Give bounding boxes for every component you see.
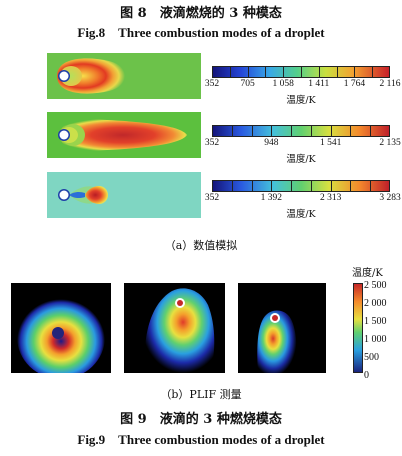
colorbar-1-tick-labels: 352 705 1 058 1 411 1 764 2 116 xyxy=(192,79,402,91)
colorbar-3 xyxy=(212,180,390,192)
colorbar-2-tick xyxy=(370,125,372,137)
colorbar-2-ticks xyxy=(212,125,390,137)
colorbar-1-tick xyxy=(247,66,249,78)
colorbar-3-ticks xyxy=(212,180,390,192)
colorbar-1-tick xyxy=(301,66,302,78)
colorbar-2-tick xyxy=(271,125,273,137)
simulation-panel-3 xyxy=(47,172,201,218)
colorbar-1-tick-label: 2 116 xyxy=(379,79,401,89)
colorbar-1-tick-label: 1 411 xyxy=(308,79,330,89)
colorbar-1-tick xyxy=(229,66,231,78)
colorbar-3-tick xyxy=(271,180,273,192)
simulation-panel-2 xyxy=(47,112,201,158)
colorbar-1-tick-label: 705 xyxy=(240,79,255,89)
colorbar-3-tick-label: 2 313 xyxy=(319,193,342,203)
plif-colorbar-tick-label: 1 500 xyxy=(364,316,387,327)
plif-colorbar-ticks: 2 500 2 000 1 500 1 000 500 0 xyxy=(364,280,402,381)
colorbar-2-tick xyxy=(330,125,332,137)
plif-colorbar-label: 温度/K xyxy=(352,268,383,279)
simulation-panel-1 xyxy=(47,53,201,99)
figure8-title-en: Fig.8 Three combustion modes of a drople… xyxy=(77,25,325,40)
plif-image-2 xyxy=(124,283,225,373)
plif-colorbar-tick-label: 0 xyxy=(364,370,369,381)
plif-colorbar-tick-label: 2 500 xyxy=(364,280,387,291)
plif-image-3 xyxy=(238,283,326,373)
colorbar-1-ticks xyxy=(212,66,390,78)
plif-colorbar-tick-label: 500 xyxy=(364,352,379,363)
colorbar-2-tick-label: 2 135 xyxy=(379,138,401,148)
colorbar-1-tick-label: 1 764 xyxy=(343,79,366,89)
plif-colorbar-tick-label: 1 000 xyxy=(364,334,387,345)
colorbar-2-tick-label: 948 xyxy=(264,138,279,148)
temperature-field-2 xyxy=(47,112,201,158)
colorbar-2-tick-label: 352 xyxy=(204,138,220,148)
colorbar-3-tick xyxy=(291,180,293,192)
figure9-title-en: Fig.9 Three combustion modes of a drople… xyxy=(77,432,325,447)
colorbar-1-tick xyxy=(318,66,320,78)
colorbar-3-unit: 温度/K xyxy=(286,209,316,220)
colorbar-3-tick xyxy=(310,180,312,192)
colorbar-3-tick xyxy=(251,180,253,192)
colorbar-2-tick xyxy=(310,125,312,137)
colorbar-1-tick xyxy=(336,66,338,78)
colorbar-1-tick xyxy=(283,66,285,78)
caption-a: （a）数值模拟 xyxy=(164,239,238,252)
colorbar-1-tick xyxy=(265,66,267,78)
colorbar-2-unit: 温度/K xyxy=(286,154,316,165)
caption-b: （b）PLIF 测量 xyxy=(160,388,242,401)
colorbar-3-tick-labels: 352 1 392 2 313 3 283 xyxy=(192,193,402,205)
colorbar-3-tick xyxy=(231,180,233,192)
temperature-field-3 xyxy=(47,172,201,218)
colorbar-1-tick-label: 352 xyxy=(204,79,220,89)
plif-colorbar-tick-label: 2 000 xyxy=(364,298,387,309)
plif-colorbar xyxy=(353,283,363,373)
colorbar-1-unit: 温度/K xyxy=(286,95,316,106)
colorbar-2-tick xyxy=(291,125,293,137)
colorbar-3-tick-label: 3 283 xyxy=(379,193,401,203)
plif-image-1 xyxy=(11,283,111,373)
colorbar-3-tick-label: 352 xyxy=(204,193,220,203)
colorbar-3-tick-label: 1 392 xyxy=(260,193,283,203)
temperature-field-1 xyxy=(47,53,201,99)
colorbar-2-tick xyxy=(350,125,352,137)
colorbar-1-tick-label: 1 058 xyxy=(272,79,294,89)
colorbar-2-tick xyxy=(251,125,253,137)
colorbar-1-tick xyxy=(354,66,356,78)
colorbar-2 xyxy=(212,125,390,137)
figure8-title-cn: 图 8 液滴燃烧的 3 种模态 xyxy=(120,6,282,21)
colorbar-1-tick xyxy=(372,66,374,78)
colorbar-2-tick-label: 1 541 xyxy=(319,138,342,148)
colorbar-3-tick xyxy=(350,180,352,192)
colorbar-2-tick-labels: 352 948 1 541 2 135 xyxy=(192,138,402,150)
colorbar-2-tick xyxy=(231,125,233,137)
figure9-title-cn: 图 9 液滴的 3 种燃烧模态 xyxy=(120,412,282,427)
colorbar-3-tick xyxy=(370,180,372,192)
colorbar-3-tick xyxy=(330,180,332,192)
